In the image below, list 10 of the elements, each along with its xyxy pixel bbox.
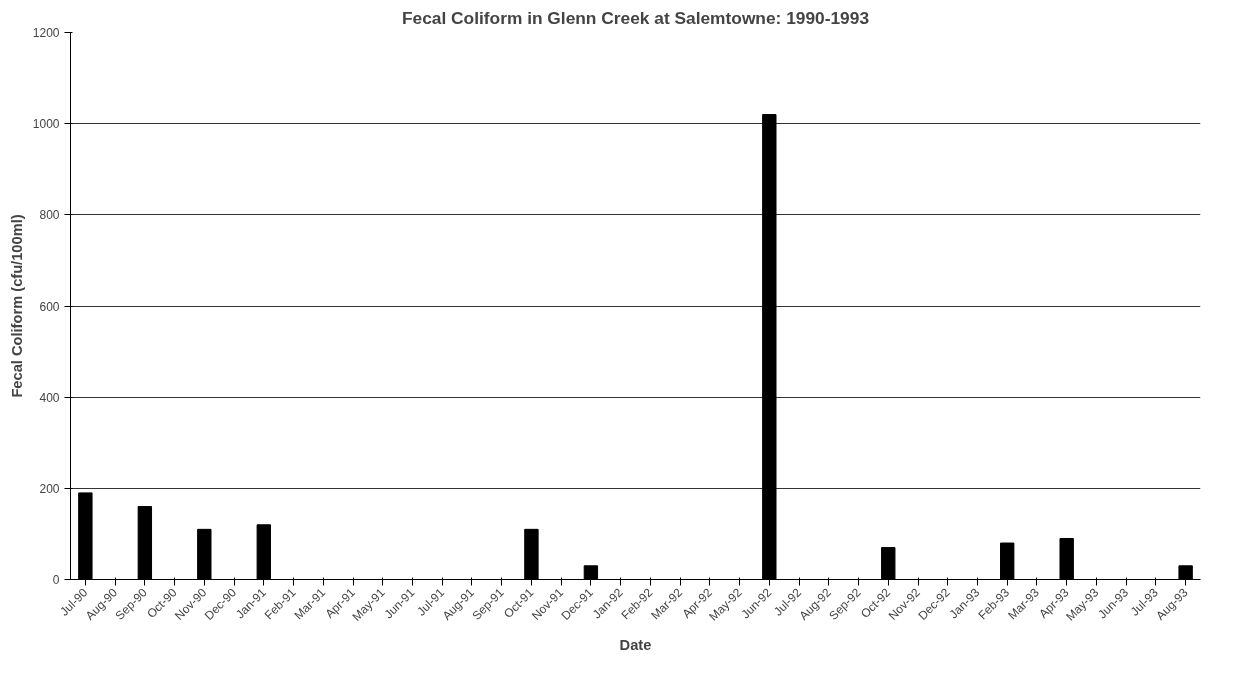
y-tick-label: 200 — [39, 481, 60, 496]
x-axis-title: Date — [619, 636, 652, 653]
y-tick-label: 600 — [39, 299, 60, 314]
chart-title: Fecal Coliform in Glenn Creek at Salemtowne: 1990-1993 — [401, 7, 870, 28]
y-tick-label: 1000 — [32, 117, 60, 132]
y-tick-label: 0 — [52, 573, 60, 587]
y-tick-label: 800 — [39, 208, 60, 223]
y-axis-title: Fecal Coliform (cfu/100ml) — [8, 214, 25, 398]
y-tick-label: 400 — [39, 390, 60, 405]
y-tick-label: 1200 — [32, 26, 60, 40]
